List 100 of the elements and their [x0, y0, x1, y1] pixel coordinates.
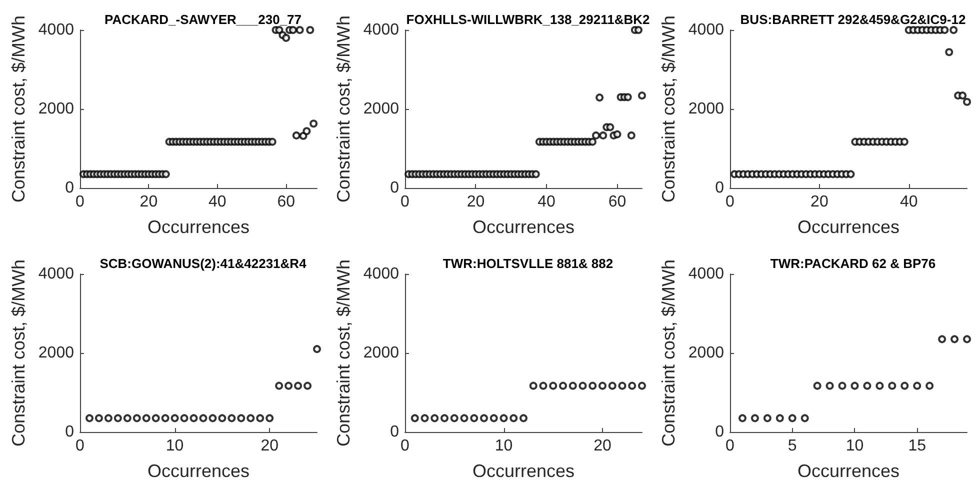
y-tick-label: 4000 — [38, 266, 74, 282]
x-tick-label: 20 — [466, 194, 485, 210]
x-tick-label: 0 — [76, 194, 85, 210]
point — [228, 414, 236, 422]
point — [114, 414, 122, 422]
point — [85, 414, 94, 422]
x-axis-title: Occurrences — [472, 461, 575, 481]
x-tick-label: 0 — [726, 194, 735, 210]
x-tick-label: 0 — [400, 194, 410, 210]
point — [913, 382, 922, 390]
x-tick-label: 20 — [594, 438, 612, 454]
y-tick-label: 2000 — [363, 344, 400, 362]
chart-title: TWR:HOLTSVLLE 881& 882 — [442, 256, 614, 271]
y-axis-title: Constraint cost, $/MWh — [658, 259, 679, 447]
y-tick-label: 2000 — [688, 344, 724, 362]
x-tick-label: 20 — [810, 194, 828, 210]
point — [152, 414, 160, 422]
x-tick-label: 60 — [277, 194, 296, 210]
y-axis-title: Constraint cost, $/MWh — [334, 15, 354, 203]
x-tick-label: 40 — [208, 194, 226, 210]
x-tick-label: 60 — [608, 194, 626, 210]
point — [256, 414, 264, 422]
x-axis-title: Occurrences — [147, 217, 250, 237]
point — [888, 382, 896, 390]
point — [132, 414, 141, 422]
point — [940, 26, 949, 34]
y-tick-label: 2000 — [38, 100, 74, 118]
point — [284, 382, 293, 390]
y-axis-title: Constraint cost, $/MWh — [8, 259, 29, 447]
x-tick-label: 5 — [788, 438, 797, 454]
point — [738, 414, 746, 422]
point — [304, 382, 312, 390]
y-tick-label: 0 — [715, 424, 724, 440]
y-axis-title: Constraint cost, $/MWh — [334, 259, 354, 447]
point — [104, 414, 112, 422]
chart-title: FOXHLLS-WILLWBRK_138_29211&BK2 — [406, 12, 650, 27]
x-tick-label: 0 — [76, 438, 85, 454]
point — [294, 382, 302, 390]
point — [208, 414, 217, 422]
point — [958, 92, 967, 100]
y-tick-label: 0 — [65, 180, 74, 196]
point — [313, 345, 321, 354]
point — [266, 414, 274, 422]
x-tick-label: 15 — [908, 438, 926, 454]
y-tick-label: 0 — [65, 424, 74, 440]
point — [900, 382, 909, 390]
y-tick-label: 4000 — [363, 266, 400, 282]
point — [950, 335, 959, 344]
x-axis-title: Occurrences — [147, 461, 250, 481]
point — [876, 382, 884, 390]
point — [938, 335, 946, 344]
y-tick-label: 2000 — [688, 100, 724, 118]
point — [900, 138, 908, 146]
point — [763, 414, 772, 422]
point — [800, 414, 809, 422]
chart-title: SCB:GOWANUS(2):41&42231&R4 — [100, 256, 308, 271]
point — [950, 26, 958, 34]
x-tick-label: 10 — [494, 438, 513, 454]
x-axis-title: Occurrences — [797, 217, 900, 237]
x-tick-label: 10 — [846, 438, 864, 454]
point — [963, 98, 971, 106]
point — [180, 414, 188, 422]
chart-title: TWR:PACKARD 62 & BP76 — [770, 256, 936, 271]
point — [926, 382, 934, 390]
x-tick-label: 0 — [400, 438, 410, 454]
point — [199, 414, 208, 422]
point — [750, 414, 759, 422]
y-tick-label: 0 — [390, 424, 400, 440]
x-tick-label: 20 — [140, 194, 158, 210]
point — [142, 414, 150, 422]
y-tick-label: 4000 — [688, 266, 724, 282]
point — [161, 414, 170, 422]
x-tick-label: 20 — [260, 438, 279, 454]
point — [863, 382, 872, 390]
point — [190, 414, 198, 422]
x-tick-label: 40 — [538, 194, 556, 210]
point — [850, 382, 859, 390]
point — [218, 414, 226, 422]
point — [846, 170, 855, 178]
y-tick-label: 4000 — [363, 22, 400, 38]
y-axis-title: Constraint cost, $/MWh — [8, 15, 29, 203]
y-tick-label: 2000 — [38, 344, 74, 362]
y-tick-label: 4000 — [38, 22, 74, 38]
y-tick-label: 2000 — [363, 100, 400, 118]
point — [838, 382, 846, 390]
point — [123, 414, 132, 422]
point — [776, 414, 784, 422]
x-tick-label: 10 — [166, 438, 184, 454]
y-tick-label: 4000 — [688, 22, 724, 38]
point — [813, 382, 822, 390]
x-tick-label: 40 — [900, 194, 918, 210]
point — [237, 414, 246, 422]
point — [246, 414, 255, 422]
x-axis-title: Occurrences — [472, 217, 575, 237]
chart-title: BUS:BARRETT 292&459&G2&IC9-12 — [740, 12, 966, 27]
y-axis-title: Constraint cost, $/MWh — [658, 15, 679, 203]
chart-title: PACKARD_-SAWYER___230_77 — [104, 12, 302, 27]
x-tick-label: 0 — [726, 438, 735, 454]
point — [94, 414, 103, 422]
y-tick-label: 0 — [390, 180, 400, 196]
